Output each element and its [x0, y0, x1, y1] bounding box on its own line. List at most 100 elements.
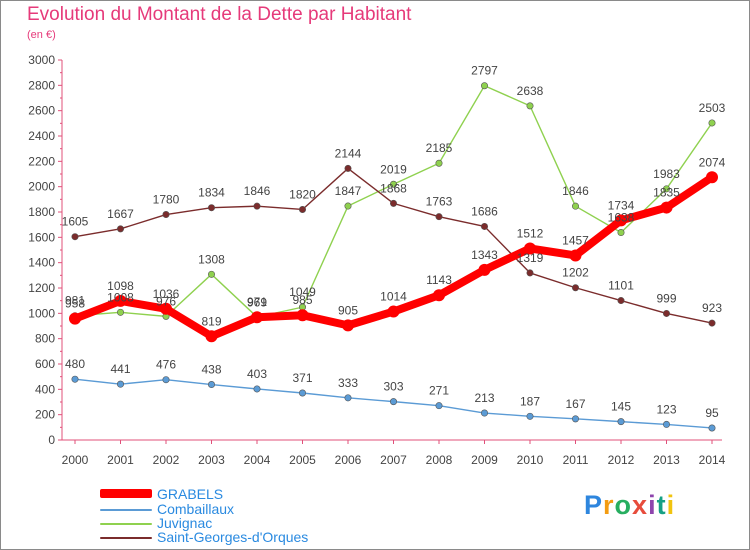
- data-point: [208, 270, 216, 278]
- data-point: [706, 171, 718, 184]
- series-grabels: [69, 171, 718, 343]
- data-point: [433, 289, 445, 302]
- data-point: [526, 269, 534, 277]
- y-tick-label: 1000: [28, 306, 55, 320]
- data-label: 1686: [471, 204, 498, 218]
- y-tick-label: 800: [35, 332, 55, 346]
- data-label: 441: [110, 362, 130, 376]
- y-tick-label: 2000: [28, 180, 55, 194]
- chart-title: Evolution du Montant de la Dette par Hab…: [27, 4, 412, 25]
- data-point: [480, 222, 488, 230]
- data-point: [160, 302, 172, 315]
- x-tick-label: 2010: [517, 453, 544, 467]
- data-point: [389, 398, 397, 406]
- data-label: 371: [292, 371, 312, 385]
- data-label: 333: [338, 376, 358, 390]
- data-point: [162, 376, 170, 384]
- data-point: [253, 202, 261, 210]
- data-label: 1343: [471, 248, 498, 262]
- logo-letter: t: [656, 490, 667, 520]
- data-label: 2144: [335, 146, 362, 160]
- data-point: [298, 205, 306, 213]
- data-label: 123: [656, 402, 676, 416]
- data-label: 1834: [198, 186, 225, 200]
- data-point: [524, 242, 536, 255]
- data-label: 1734: [608, 198, 635, 212]
- data-point: [480, 82, 488, 90]
- x-tick-label: 2002: [153, 453, 180, 467]
- data-point: [662, 185, 670, 193]
- data-point: [387, 305, 400, 318]
- series-saint-georges-d-orques: [71, 164, 716, 327]
- data-point: [298, 389, 306, 397]
- data-label: 985: [292, 293, 312, 307]
- series-combaillaux: [71, 375, 716, 432]
- data-label: 1512: [517, 226, 544, 240]
- data-label: 2797: [471, 64, 498, 78]
- x-tick-label: 2005: [289, 453, 316, 467]
- data-point: [662, 309, 670, 317]
- y-tick-label: 1600: [28, 230, 55, 244]
- proxiti-logo: Proxiti: [584, 490, 675, 521]
- data-label: 1846: [244, 184, 271, 198]
- data-label: 1820: [289, 187, 316, 201]
- data-label: 976: [156, 294, 176, 308]
- data-label: 999: [656, 291, 676, 305]
- legend-swatch: [100, 509, 152, 511]
- data-label: 1143: [426, 273, 452, 287]
- legend-label: Saint-Georges-d'Orques: [157, 529, 309, 545]
- data-point: [435, 402, 443, 410]
- x-tick-label: 2007: [380, 453, 407, 467]
- data-label: 1008: [107, 290, 134, 304]
- x-tick-label: 2013: [653, 453, 680, 467]
- data-point: [478, 263, 491, 276]
- x-tick-label: 2008: [426, 453, 453, 467]
- logo-letter: o: [614, 490, 633, 520]
- logo-letter: i: [648, 490, 657, 520]
- y-tick-label: 0: [48, 433, 55, 447]
- data-point: [571, 415, 579, 423]
- data-label: 2503: [699, 101, 726, 115]
- y-tick-label: 1200: [28, 281, 55, 295]
- data-label: 905: [338, 303, 358, 317]
- data-label: 303: [383, 380, 403, 394]
- data-label: 1763: [426, 195, 453, 209]
- data-point: [435, 159, 443, 167]
- data-point: [660, 201, 673, 214]
- data-label: 1667: [107, 207, 134, 221]
- data-point: [71, 375, 79, 383]
- logo-letter: x: [632, 490, 649, 520]
- data-label: 1457: [562, 233, 589, 247]
- y-tick-label: 1800: [28, 205, 55, 219]
- data-point: [344, 202, 352, 210]
- x-tick-label: 2000: [62, 453, 89, 467]
- data-point: [117, 380, 125, 388]
- series-layer: [69, 82, 718, 432]
- data-label: 167: [565, 397, 585, 411]
- data-point: [253, 385, 261, 393]
- data-label: 145: [611, 400, 631, 414]
- data-label: 1983: [653, 167, 680, 181]
- data-label: 1098: [107, 279, 134, 293]
- data-point: [435, 213, 443, 221]
- data-label: 1638: [608, 211, 635, 225]
- data-label: 1868: [380, 181, 407, 195]
- legend-label: GRABELS: [157, 486, 224, 502]
- y-tick-label: 2400: [28, 129, 55, 143]
- data-label: 95: [705, 406, 719, 420]
- x-tick-label: 2001: [107, 453, 134, 467]
- data-label: 1605: [62, 215, 89, 229]
- x-tick-label: 2009: [471, 453, 498, 467]
- chart-axes: 0 200 400 600 800 1000 1200 1400 1600 1800 2000 220…: [28, 53, 725, 467]
- data-label: 1308: [198, 252, 225, 266]
- data-point: [344, 394, 352, 402]
- data-label: 819: [201, 314, 221, 328]
- data-label: 2074: [699, 155, 726, 169]
- data-point: [526, 412, 534, 420]
- data-point: [251, 311, 263, 324]
- legend-swatch: [100, 523, 152, 525]
- data-label: 480: [65, 357, 85, 371]
- data-label: 1780: [153, 193, 180, 207]
- data-point: [569, 249, 582, 262]
